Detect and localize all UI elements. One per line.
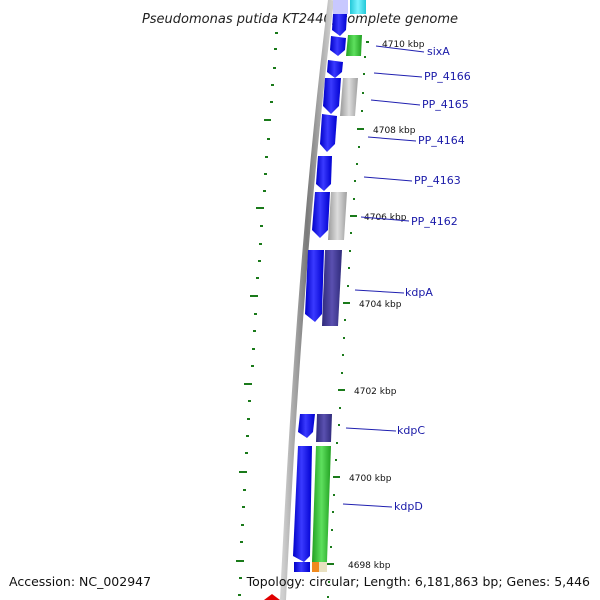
tick-label: 4704 kbp	[359, 300, 402, 310]
gene-label-sixA[interactable]: sixA	[427, 45, 450, 58]
orange-feature	[312, 562, 319, 572]
gene-label-PP_4166[interactable]: PP_4166	[424, 70, 471, 83]
origin-marker	[264, 594, 280, 600]
cds-bottom	[294, 562, 310, 572]
gene-label-kdpA[interactable]: kdpA	[405, 286, 433, 299]
cds-arrow	[293, 446, 312, 562]
tick-label: 4702 kbp	[354, 387, 397, 397]
cyan-feature-left	[333, 0, 348, 14]
tick-label: 4698 kbp	[348, 561, 391, 571]
tick-label: 4700 kbp	[349, 474, 392, 484]
cds-arrow	[330, 36, 346, 56]
gene-label-leaders	[342, 45, 425, 508]
accession-text: Accession: NC_002947	[9, 574, 151, 589]
tick-labels: 4710 kbp 4708 kbp 4706 kbp 4704 kbp 4702…	[348, 40, 425, 571]
gene-label-PP_4164[interactable]: PP_4164	[418, 134, 465, 147]
tick-label: 4710 kbp	[382, 40, 425, 50]
kdpD-feature	[312, 446, 331, 562]
tick-label: 4706 kbp	[364, 213, 407, 223]
pseudo-feature	[328, 192, 347, 240]
gene-label-PP_4165[interactable]: PP_4165	[422, 98, 469, 111]
genome-backbone	[280, 0, 334, 600]
cds-arrow	[323, 78, 341, 114]
cds-arrow	[298, 414, 315, 438]
cds-track-inner	[293, 14, 347, 572]
inner-scale-dashes	[327, 41, 369, 598]
gene-label-kdpD[interactable]: kdpD	[394, 500, 423, 513]
tick-label: 4708 kbp	[373, 126, 416, 136]
cds-arrow	[320, 114, 337, 152]
cyan-feature	[350, 0, 366, 14]
cds-arrow	[312, 192, 330, 238]
pseudo-feature	[340, 78, 358, 116]
kdpC-feature	[316, 414, 332, 442]
genome-title: Pseudomonas putida KT2440, complete geno…	[142, 12, 458, 27]
feature-track-outer	[312, 35, 362, 572]
pale-feature	[319, 562, 327, 572]
gene-label-PP_4163[interactable]: PP_4163	[414, 174, 461, 187]
cds-arrow	[316, 156, 332, 191]
cds-arrow	[327, 60, 343, 78]
green-feature	[346, 35, 362, 56]
gene-label-PP_4162[interactable]: PP_4162	[411, 215, 458, 228]
cds-arrow	[332, 14, 347, 36]
topology-text: Topology: circular; Length: 6,181,863 bp…	[246, 574, 590, 589]
outer-scale-dashes	[236, 32, 278, 596]
gene-labels: sixA PP_4166 PP_4165 PP_4164 PP_4163 PP_…	[394, 45, 471, 513]
kdpA-feature	[322, 250, 342, 326]
gene-label-kdpC[interactable]: kdpC	[397, 424, 425, 437]
cds-arrow	[305, 250, 324, 322]
